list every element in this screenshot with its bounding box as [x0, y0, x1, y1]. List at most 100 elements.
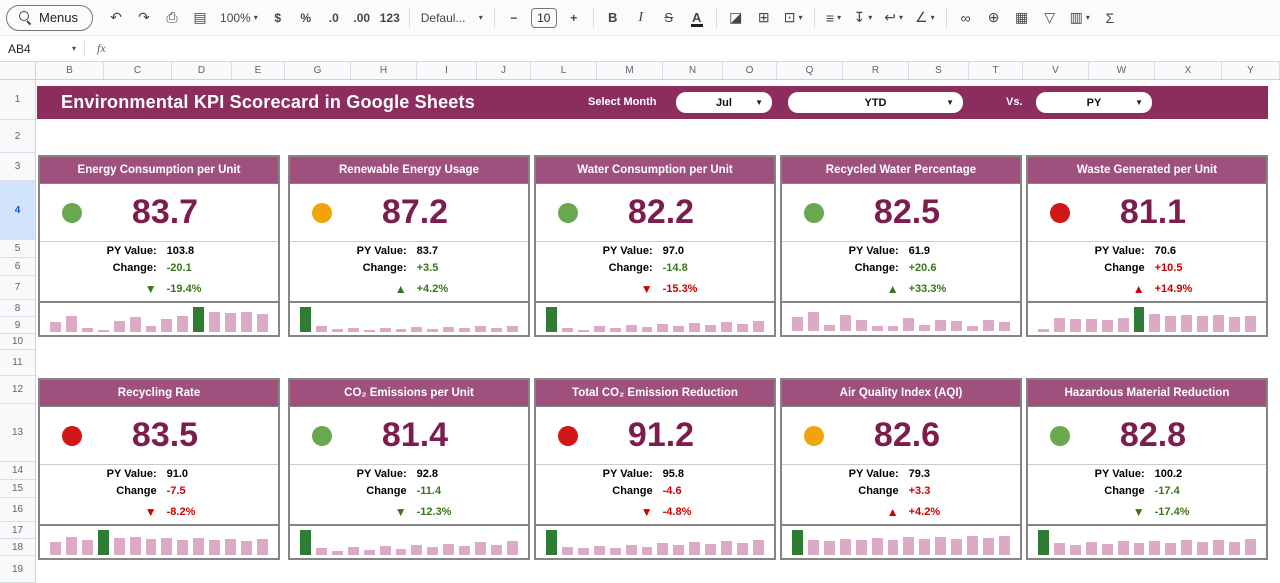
functions-button[interactable]: Σ — [1105, 9, 1115, 26]
column-header-I[interactable]: I — [417, 62, 477, 79]
undo-button[interactable]: ↶ — [110, 9, 122, 25]
table-views-button[interactable]: ▥ ▾ — [1065, 5, 1095, 31]
formula-bar-divider — [84, 40, 85, 57]
column-header-X[interactable]: X — [1155, 62, 1222, 79]
row-header-18[interactable]: 18 — [0, 539, 35, 556]
vertical-align-button[interactable]: ↧ ▾ — [849, 5, 878, 31]
merge-cells-button[interactable]: ⊡ ▾ — [779, 5, 808, 31]
insert-chart-button[interactable]: ▦ — [1014, 9, 1029, 25]
redo-button[interactable]: ↷ — [138, 9, 150, 25]
spark-bar-highlight — [97, 530, 109, 555]
column-header-G[interactable]: G — [285, 62, 351, 79]
period-dropdown[interactable]: YTD ▼ — [788, 92, 963, 113]
insert-link-button[interactable]: ∞ — [960, 9, 971, 26]
spark-bar — [347, 328, 359, 332]
sparkline — [290, 301, 528, 336]
column-header-D[interactable]: D — [172, 62, 232, 79]
sparkline — [1028, 524, 1266, 559]
horizontal-align-button[interactable]: ≡ ▾ — [821, 5, 847, 31]
kpi-card-title: Energy Consumption per Unit — [40, 157, 278, 184]
row-header-15[interactable]: 15 — [0, 480, 35, 498]
text-rotation-button[interactable]: ∠ ▾ — [910, 5, 940, 31]
column-header-H[interactable]: H — [351, 62, 417, 79]
column-header-L[interactable]: L — [531, 62, 597, 79]
column-header-N[interactable]: N — [663, 62, 723, 79]
row-header-13[interactable]: 13 — [0, 404, 35, 462]
row-header-16[interactable]: 16 — [0, 498, 35, 522]
increase-font-size-button[interactable]: + — [570, 10, 578, 25]
spark-bar — [625, 545, 637, 555]
row-header-12[interactable]: 12 — [0, 376, 35, 404]
column-header-C[interactable]: C — [104, 62, 172, 79]
compare-dropdown[interactable]: PY ▼ — [1036, 92, 1152, 113]
trend-percent: -4.8% — [662, 506, 692, 518]
row-header-3[interactable]: 3 — [0, 153, 35, 181]
py-row: PY Value: 83.7 — [290, 241, 528, 259]
format-percent-button[interactable]: % — [300, 10, 312, 25]
italic-button[interactable]: I — [638, 9, 644, 25]
column-header-B[interactable]: B — [36, 62, 104, 79]
month-dropdown[interactable]: Jul ▼ — [676, 92, 772, 113]
row-header-6[interactable]: 6 — [0, 258, 35, 276]
row-header-7[interactable]: 7 — [0, 276, 35, 300]
row-header-8[interactable]: 8 — [0, 300, 35, 317]
decrease-decimal-button[interactable]: .0 — [328, 10, 339, 25]
strikethrough-button[interactable]: S — [664, 10, 674, 25]
column-header-Q[interactable]: Q — [777, 62, 843, 79]
row-header-2[interactable]: 2 — [0, 120, 35, 153]
kpi-value: 82.8 — [1119, 416, 1187, 454]
spark-bar — [1069, 319, 1081, 332]
trend-percent: -12.3% — [416, 506, 452, 518]
font-size-input[interactable]: 10 — [530, 7, 557, 28]
table-icon: ▥ — [1069, 9, 1083, 25]
row-header-14[interactable]: 14 — [0, 462, 35, 480]
paint-format-button[interactable]: ▤ — [193, 9, 207, 25]
column-header-S[interactable]: S — [909, 62, 969, 79]
bold-button[interactable]: B — [608, 10, 618, 25]
chevron-down-icon: ▾ — [71, 44, 76, 53]
row-header-11[interactable]: 11 — [0, 350, 35, 376]
format-currency-button[interactable]: $ — [274, 10, 282, 25]
row-header-10[interactable]: 10 — [0, 334, 35, 350]
decrease-font-size-button[interactable]: − — [510, 10, 518, 25]
insert-comment-button[interactable]: ⊕ — [987, 9, 1000, 25]
row-header-1[interactable]: 1 — [0, 80, 35, 120]
trend-arrow-icon: ▼ — [1132, 505, 1145, 519]
column-header-J[interactable]: J — [477, 62, 531, 79]
change-value: -17.4 — [1154, 485, 1180, 497]
spark-bar-highlight — [546, 307, 557, 332]
zoom-dropdown[interactable]: 100% ▾ — [215, 5, 263, 31]
menus-button[interactable]: Menus — [6, 4, 94, 31]
spark-bar — [65, 316, 77, 332]
select-all-corner[interactable] — [0, 62, 36, 79]
increase-decimal-button[interactable]: .00 — [353, 10, 371, 25]
fx-icon[interactable]: fx — [97, 41, 106, 55]
number-format-button[interactable]: 123 — [379, 10, 400, 25]
spark-bar — [919, 325, 931, 331]
borders-button[interactable]: ⊞ — [757, 9, 770, 25]
column-header-T[interactable]: T — [969, 62, 1023, 79]
column-header-R[interactable]: R — [843, 62, 909, 79]
column-header-M[interactable]: M — [597, 62, 663, 79]
spark-bar — [967, 326, 979, 331]
column-header-O[interactable]: O — [723, 62, 777, 79]
text-color-button[interactable]: A — [684, 5, 710, 31]
font-dropdown[interactable]: Defaul... ▾ — [416, 5, 488, 31]
row-header-9[interactable]: 9 — [0, 317, 35, 334]
column-header-W[interactable]: W — [1089, 62, 1155, 79]
change-value: +20.6 — [908, 262, 937, 274]
print-button[interactable]: ⎙ — [166, 9, 178, 25]
fill-color-button[interactable]: ◪ — [729, 9, 743, 25]
column-header-V[interactable]: V — [1023, 62, 1089, 79]
zoom-value: 100% — [220, 10, 251, 25]
create-filter-button[interactable]: ▽ — [1044, 9, 1055, 25]
trend-arrow-icon: ▼ — [640, 505, 653, 519]
row-header-17[interactable]: 17 — [0, 522, 35, 539]
column-header-E[interactable]: E — [232, 62, 285, 79]
name-box[interactable]: AB4 ▾ — [0, 36, 84, 61]
row-header-5[interactable]: 5 — [0, 240, 35, 258]
spark-bar — [459, 546, 471, 555]
spark-bar — [427, 329, 439, 332]
row-header-4[interactable]: 4 — [0, 181, 35, 240]
text-wrap-button[interactable]: ↩ ▾ — [879, 5, 908, 31]
